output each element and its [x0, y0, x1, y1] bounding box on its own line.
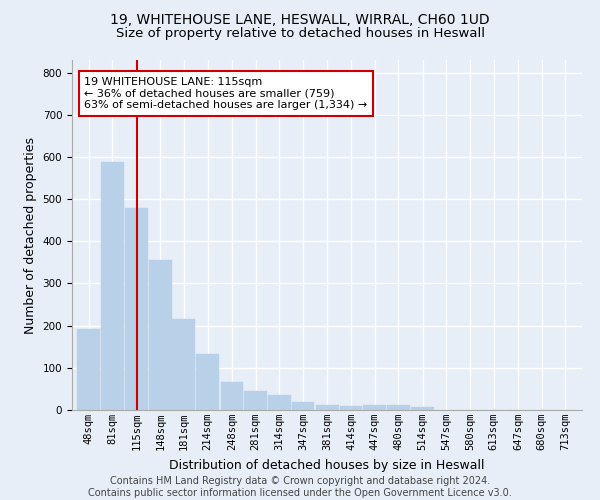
Bar	[387, 404, 410, 410]
Bar	[316, 405, 339, 410]
Text: 19, WHITEHOUSE LANE, HESWALL, WIRRAL, CH60 1UD: 19, WHITEHOUSE LANE, HESWALL, WIRRAL, CH…	[110, 12, 490, 26]
Bar	[411, 406, 434, 410]
Bar	[172, 319, 196, 410]
Bar	[221, 382, 244, 410]
Bar	[77, 328, 100, 410]
Bar	[363, 405, 386, 410]
Bar	[149, 260, 172, 410]
Bar	[101, 162, 124, 410]
Text: 19 WHITEHOUSE LANE: 115sqm
← 36% of detached houses are smaller (759)
63% of sem: 19 WHITEHOUSE LANE: 115sqm ← 36% of deta…	[85, 77, 368, 110]
Text: Size of property relative to detached houses in Heswall: Size of property relative to detached ho…	[115, 28, 485, 40]
X-axis label: Distribution of detached houses by size in Heswall: Distribution of detached houses by size …	[169, 458, 485, 471]
Y-axis label: Number of detached properties: Number of detached properties	[24, 136, 37, 334]
Bar	[196, 354, 219, 410]
Bar	[125, 208, 148, 410]
Bar	[340, 406, 362, 410]
Bar	[244, 390, 267, 410]
Bar	[292, 402, 314, 410]
Bar	[268, 395, 291, 410]
Text: Contains HM Land Registry data © Crown copyright and database right 2024.
Contai: Contains HM Land Registry data © Crown c…	[88, 476, 512, 498]
